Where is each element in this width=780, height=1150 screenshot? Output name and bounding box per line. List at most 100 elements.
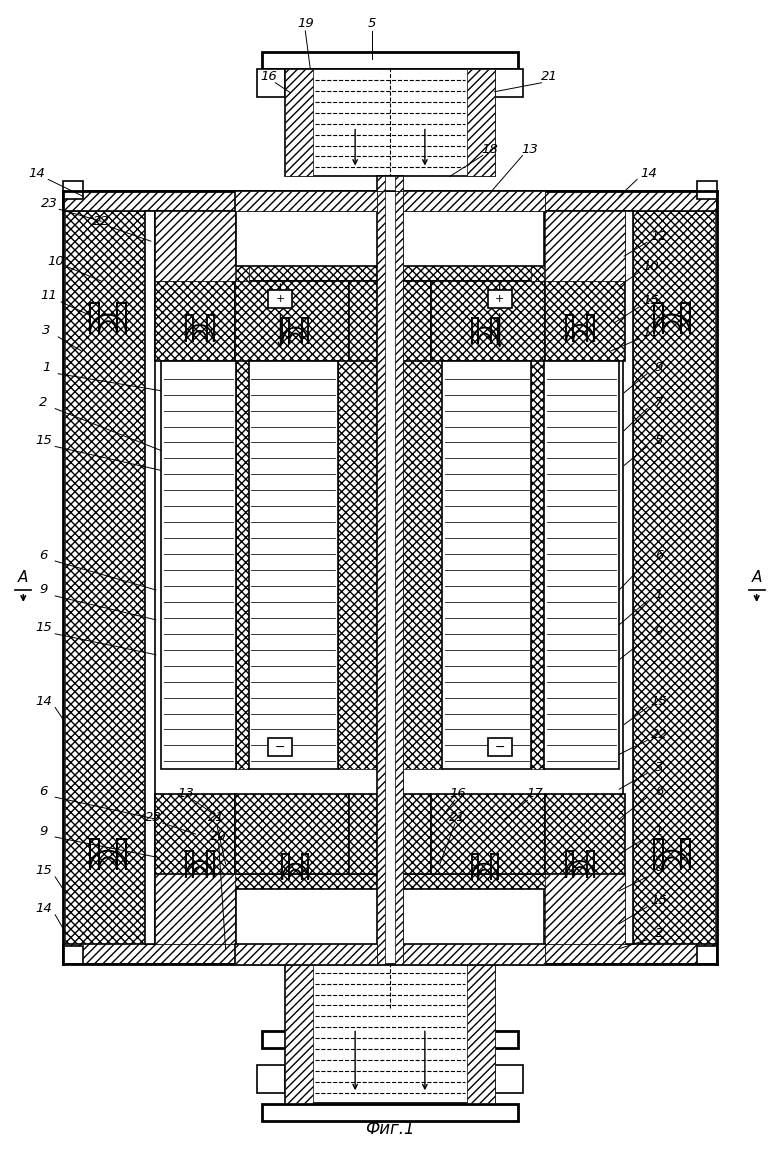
Bar (236, 212, 544, 266)
Bar (545, 795, 625, 874)
Bar (545, 212, 625, 281)
Text: 15: 15 (35, 434, 51, 447)
Bar (285, 959, 495, 1103)
Bar (236, 889, 544, 944)
Text: 19: 19 (297, 17, 314, 30)
Bar (488, 738, 512, 757)
Bar (155, 874, 235, 944)
Bar (544, 361, 619, 769)
Bar (268, 290, 292, 308)
Bar (155, 795, 235, 874)
Text: 15: 15 (35, 621, 51, 635)
Text: 21: 21 (208, 811, 225, 823)
Bar (257, 69, 285, 97)
Text: 12: 12 (651, 230, 668, 243)
Text: 14: 14 (35, 903, 51, 915)
Bar (697, 945, 717, 964)
Text: 6: 6 (655, 549, 663, 561)
Text: 22: 22 (651, 728, 668, 741)
Text: 10: 10 (643, 260, 659, 273)
Bar (395, 176, 403, 191)
Bar (161, 361, 236, 769)
Bar (63, 182, 83, 199)
Bar (349, 281, 431, 361)
Bar (235, 795, 349, 874)
Text: 5: 5 (368, 17, 376, 30)
Text: 22: 22 (93, 215, 109, 228)
Bar (249, 361, 339, 769)
Text: 1: 1 (42, 361, 51, 374)
Bar (235, 281, 349, 361)
Text: 6: 6 (655, 784, 663, 798)
Text: 7: 7 (655, 396, 663, 409)
Text: −: − (275, 741, 285, 754)
Text: 1: 1 (655, 589, 663, 601)
Bar (466, 69, 495, 176)
Text: 9: 9 (39, 583, 48, 597)
Text: 10: 10 (48, 254, 65, 268)
Bar (349, 795, 431, 874)
Text: 14: 14 (640, 167, 658, 179)
Text: 17: 17 (526, 787, 543, 799)
Bar (63, 944, 717, 964)
Bar (377, 191, 403, 964)
Text: 14: 14 (28, 167, 44, 179)
Text: Фиг.1: Фиг.1 (365, 1120, 415, 1138)
Text: A: A (751, 570, 762, 585)
Text: 3: 3 (655, 761, 663, 774)
Bar (531, 361, 544, 769)
Bar (545, 281, 625, 361)
Text: 9: 9 (655, 865, 663, 877)
Text: −: − (495, 741, 505, 754)
Bar (403, 191, 545, 212)
Bar (236, 361, 249, 769)
Bar (377, 191, 385, 964)
Text: 15: 15 (643, 294, 659, 307)
Bar (285, 69, 495, 176)
Bar (339, 361, 441, 769)
Text: 16: 16 (449, 787, 466, 799)
Bar (633, 212, 714, 944)
Bar (235, 944, 377, 964)
Bar (235, 191, 377, 212)
Text: +: + (495, 294, 505, 304)
Text: 2: 2 (39, 396, 48, 409)
Bar (403, 944, 545, 964)
Text: 1: 1 (655, 825, 663, 837)
Bar (697, 182, 717, 199)
Text: 14: 14 (35, 695, 51, 708)
Bar (257, 1065, 285, 1094)
Bar (236, 201, 249, 281)
Text: 11: 11 (643, 327, 659, 339)
Text: 20: 20 (211, 829, 227, 843)
Bar (495, 69, 523, 97)
Bar (403, 944, 545, 964)
Bar (262, 1032, 518, 1049)
Text: 6: 6 (39, 784, 48, 798)
Text: 5: 5 (655, 434, 663, 447)
Text: 15: 15 (651, 895, 668, 907)
Text: 2: 2 (655, 927, 663, 941)
Bar (66, 212, 147, 944)
Bar (531, 201, 544, 281)
Text: 6: 6 (39, 549, 48, 561)
Bar (377, 176, 403, 191)
Bar (623, 212, 633, 944)
Text: 9: 9 (39, 825, 48, 837)
Bar (441, 361, 531, 769)
Bar (155, 212, 625, 281)
Bar (155, 212, 235, 281)
Bar (431, 281, 545, 361)
Bar (145, 212, 155, 944)
Text: 23: 23 (41, 197, 58, 209)
Bar (235, 944, 377, 964)
Text: 9: 9 (655, 626, 663, 638)
Bar (63, 191, 717, 212)
Text: 13: 13 (521, 143, 538, 156)
Text: +: + (275, 294, 285, 304)
Bar (155, 281, 235, 361)
Text: 23: 23 (144, 811, 161, 823)
Bar (155, 874, 625, 944)
Bar (262, 52, 518, 69)
Bar (466, 959, 495, 1103)
